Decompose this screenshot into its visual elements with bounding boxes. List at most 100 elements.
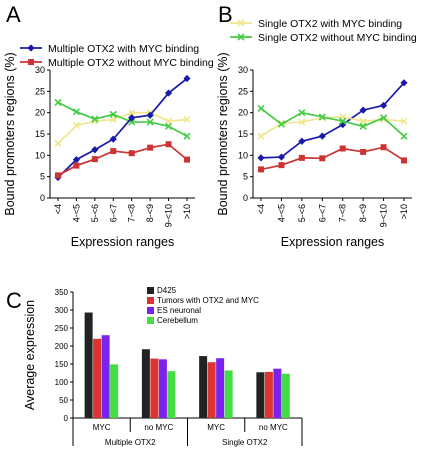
legend-label: D425 [157,286,177,295]
bar [141,349,150,418]
line-chart-b: Single OTX2 with MYC binding Single OTX2 … [216,18,417,249]
x-category-label: MYC [207,423,225,432]
legend-marker [27,44,35,52]
x-tick-label: 5-<6 [297,204,307,222]
x-tick-label: 9-<10 [379,204,389,227]
x-tick-label: 8-<9 [358,204,368,222]
x-category-label: no MYC [144,423,173,432]
y-tick-label: 20 [35,108,45,118]
y-tick-label: 30 [238,65,248,75]
x-tick-label: >10 [182,204,192,219]
y-tick-label: 350 [55,288,69,297]
x-tick-label: <4 [256,204,266,214]
data-point [298,154,305,161]
data-point [91,115,99,123]
legend-swatch [147,287,154,294]
legend-marker [237,19,245,27]
data-point [165,141,172,148]
data-point [146,118,154,126]
legend-swatch [147,307,154,314]
data-point [184,156,190,163]
bar [199,356,208,418]
data-point [128,114,136,122]
data-point [73,162,80,169]
y-tick-label: 5 [40,172,45,182]
axes-b: 0 5 10 15 20 25 30 <4 4-<5 5-<6 6-<7 7-<8 8-<9 9-<10 >… [238,65,412,227]
data-point [257,154,265,162]
data-point [319,155,326,162]
data-point [109,135,117,143]
bar [256,372,265,418]
bar [93,338,102,418]
x-tick-label: 9-<10 [164,204,174,227]
data-point [380,115,388,124]
y-tick-label: 10 [238,150,248,160]
series-line [57,101,188,137]
data-point [277,153,286,161]
bar [110,364,119,418]
data-point [165,122,173,130]
series-line [260,82,405,159]
data-point [380,114,388,122]
legend-label: ES neuronal [157,306,201,315]
bar [84,312,93,418]
bar [158,359,167,418]
y-tick-label: 50 [59,396,68,405]
legend-label: Tumors with OTX2 and MYC [157,296,259,305]
bars-c [84,312,290,418]
data-point [318,113,326,121]
bar [273,368,282,418]
data-point [146,111,154,119]
x-tick-label: >10 [399,204,409,219]
data-point [147,144,154,151]
data-point [257,104,265,112]
x-axis-label-b: Expression ranges [281,235,385,249]
legend-label: Multiple OTX2 without MYC binding [48,57,214,69]
data-point [339,117,347,125]
group-label: Multiple OTX2 [105,438,156,447]
bar-chart-c: 0 50 100 150 200 250 300 350 MYC no MYC MYC no MYC M… [23,286,303,447]
axes-c: 0 50 100 150 200 250 300 350 MYC no MYC MYC no MYC M… [55,288,303,447]
legend-label: Cerebellum [157,316,198,325]
data-point [257,132,265,140]
data-point [400,117,408,125]
data-point [183,132,191,140]
data-point [401,157,407,164]
y-axis-label-b: Bound promoters regions (%) [216,52,230,215]
y-axis-label-c: Average expression [23,300,37,410]
legend-swatch [147,317,154,324]
legend-marker [237,33,245,41]
x-tick-label: 6-<7 [317,204,327,222]
data-point [400,132,408,140]
data-point [72,121,80,130]
bar [264,371,273,418]
bar [167,371,176,418]
axes-a: 0 5 10 15 20 25 30 <4 4-<5 5-<6 6-<7 7-<8 8-<9 9-<10 >… [35,65,195,227]
legend-a: Multiple OTX2 with MYC binding Multiple O… [20,43,214,69]
legend-label: Single OTX2 with MYC binding [258,18,402,30]
series-line [57,111,188,144]
data-point [110,148,117,155]
panel-letter-b: B [218,2,233,27]
data-point [298,118,306,126]
panel-letter-a: A [6,2,21,27]
data-point [91,146,99,154]
y-tick-label: 300 [55,306,69,315]
data-point [380,144,387,151]
legend-label: Multiple OTX2 with MYC binding [48,43,199,55]
x-tick-label: 7-<8 [338,204,348,222]
data-point [183,74,191,83]
y-tick-label: 25 [238,86,248,96]
y-axis-label-a: Bound promoters regions (%) [3,52,17,215]
data-point [379,101,388,110]
data-point [55,172,61,179]
y-tick-label: 20 [238,108,248,118]
x-tick-label: 5-<6 [90,204,100,222]
y-tick-label: 250 [55,324,69,333]
series-b [257,79,408,173]
series-line [260,107,405,137]
data-point [72,156,81,164]
data-point [128,109,136,117]
data-point [318,132,326,140]
